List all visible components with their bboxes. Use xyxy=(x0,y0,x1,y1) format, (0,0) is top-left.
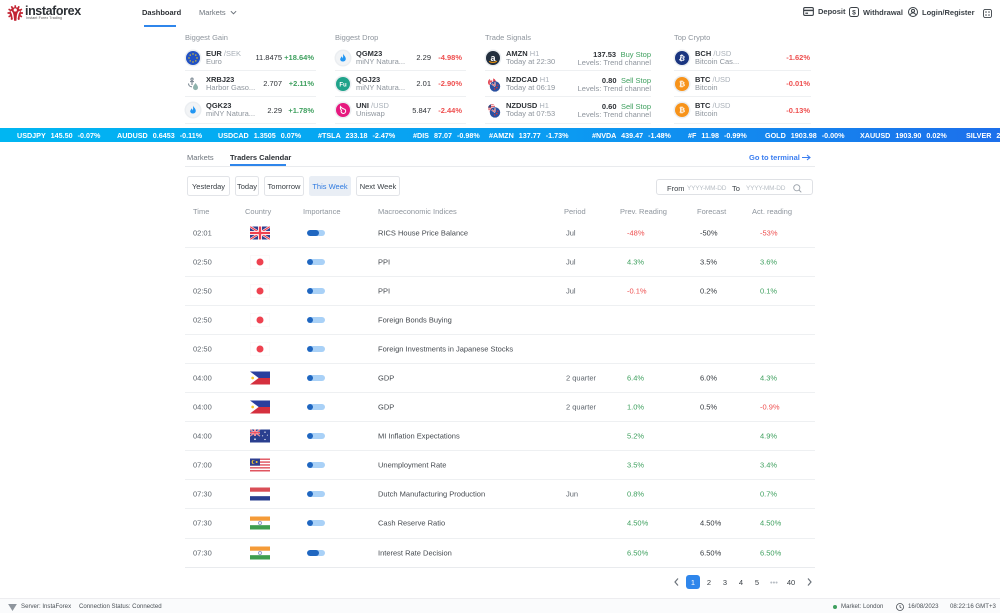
svg-text:₿: ₿ xyxy=(679,79,685,88)
svg-text:a: a xyxy=(490,53,496,63)
svg-text:₿: ₿ xyxy=(679,106,685,115)
svg-text:₿: ₿ xyxy=(678,53,686,63)
svg-text:Fu: Fu xyxy=(339,82,347,88)
svg-text:$: $ xyxy=(852,9,856,16)
